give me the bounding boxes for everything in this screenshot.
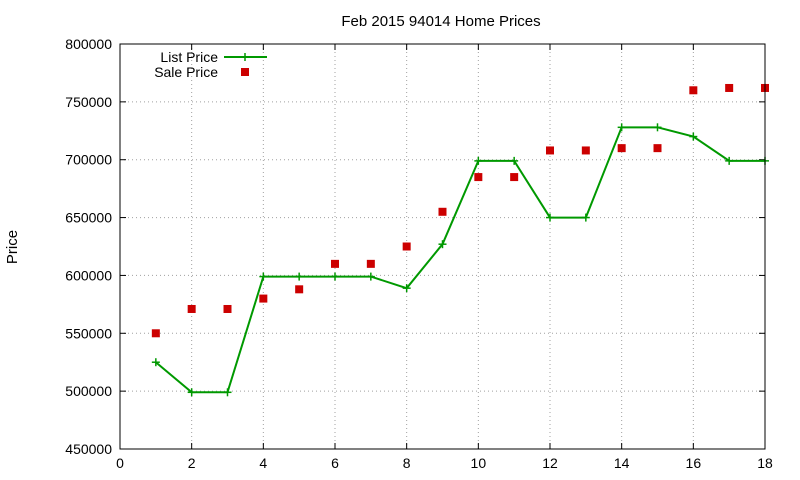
list-price-point <box>581 213 590 222</box>
list-price-point <box>366 272 375 281</box>
list-price-point <box>725 156 734 165</box>
y-tick-label: 750000 <box>65 94 112 110</box>
legend-marker <box>241 53 249 61</box>
sale-price-point <box>295 285 304 294</box>
legend-label: Sale Price <box>154 64 218 80</box>
list-price-point <box>438 240 447 249</box>
axis-ticks: 0 2 4 6 8 10 12 14 16 18 450000 500000 550000 600000 6… <box>65 36 773 471</box>
list-price-point <box>223 388 232 397</box>
x-tick-label: 10 <box>471 455 487 471</box>
list-price-point <box>653 123 662 132</box>
sale-price-point <box>474 173 483 182</box>
sale-price-point <box>546 146 554 155</box>
sale-price-point <box>366 259 375 268</box>
list-price-point <box>474 156 483 165</box>
sale-price-point <box>151 329 160 338</box>
list-price-point <box>331 272 339 281</box>
list-price-point <box>402 284 411 293</box>
sale-price-point <box>510 173 519 182</box>
list-price-point <box>295 272 304 281</box>
sale-price-point <box>653 144 662 153</box>
sale-price-point <box>331 259 339 268</box>
chart-title: Feb 2015 94014 Home Prices <box>341 13 540 30</box>
y-tick-label: 700000 <box>65 152 112 168</box>
x-tick-label: 2 <box>188 455 196 471</box>
list-price-point <box>510 156 519 165</box>
y-tick-label: 500000 <box>65 383 112 399</box>
legend-label: List Price <box>160 49 218 65</box>
sale-price-point <box>402 242 411 251</box>
list-price-point <box>187 388 196 397</box>
x-tick-label: 4 <box>259 455 267 471</box>
sale-price-point <box>187 304 196 313</box>
x-tick-label: 18 <box>757 455 773 471</box>
sale-price-point <box>617 144 626 153</box>
y-axis-label: Price <box>4 230 21 264</box>
list-price-point <box>617 123 626 132</box>
sale-price-point <box>689 86 698 95</box>
y-tick-label: 450000 <box>65 441 112 457</box>
y-tick-label: 550000 <box>65 325 112 341</box>
sale-price-point <box>725 83 734 92</box>
y-tick-label: 650000 <box>65 210 112 226</box>
x-tick-label: 14 <box>614 455 630 471</box>
sale-price-point <box>438 207 447 216</box>
x-tick-label: 16 <box>686 455 702 471</box>
list-price-point <box>151 358 160 367</box>
sale-price-point <box>581 146 590 155</box>
sale-price-point <box>223 304 232 313</box>
list-price-point <box>546 213 554 222</box>
y-tick-label: 600000 <box>65 267 112 283</box>
plot-frame <box>119 43 766 450</box>
x-tick-label: 12 <box>542 455 558 471</box>
series-layer <box>151 83 769 397</box>
x-tick-label: 8 <box>403 455 411 471</box>
sale-price-point <box>259 294 268 303</box>
legend-swatch-sale-price <box>241 68 249 76</box>
list-price-point <box>689 132 698 141</box>
x-tick-label: 0 <box>116 455 124 471</box>
y-tick-label: 800000 <box>65 36 112 52</box>
list-price-point <box>259 272 268 281</box>
series-line-list-price <box>155 126 765 394</box>
x-tick-label: 6 <box>331 455 339 471</box>
